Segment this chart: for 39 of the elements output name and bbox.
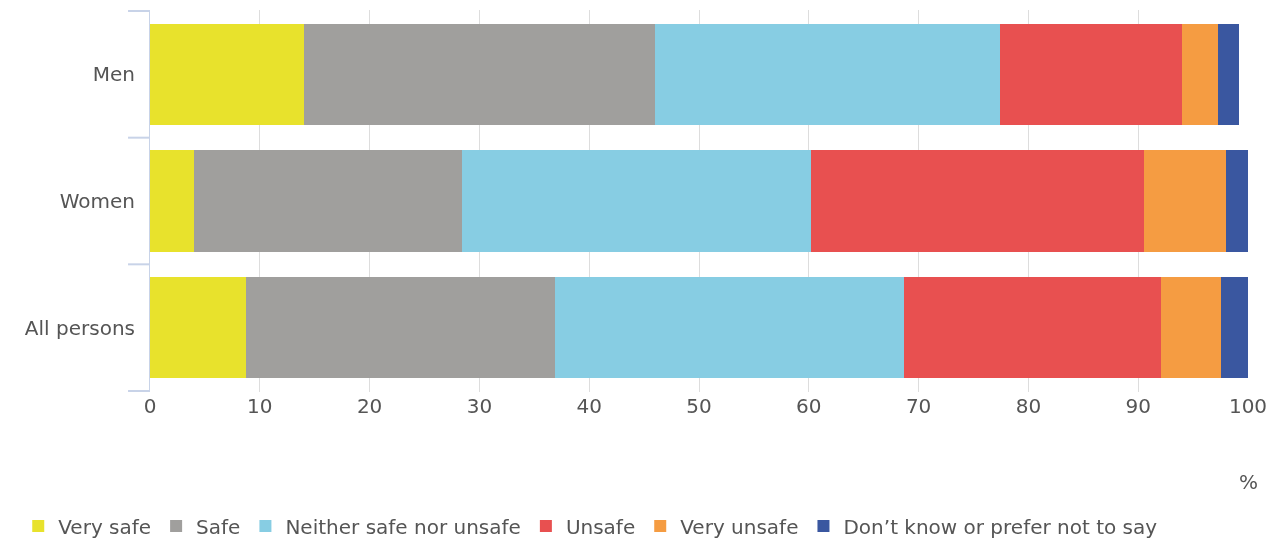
x-tick-label: 60 <box>796 394 822 418</box>
bar <box>1161 277 1221 379</box>
legend-label: Very unsafe <box>680 514 799 539</box>
x-tick-label: 100 <box>1228 394 1268 418</box>
x-tick-label: 90 <box>1125 394 1151 418</box>
legend-label: Neither safe nor unsafe <box>285 514 521 539</box>
bar <box>999 23 1183 125</box>
legend-label: Unsafe <box>565 514 636 539</box>
y-tick-label: All persons <box>24 315 135 340</box>
bar <box>1220 277 1248 379</box>
bar <box>811 150 1144 252</box>
x-tick-label: 50 <box>686 394 712 418</box>
x-axis-title: % <box>1239 470 1259 494</box>
bar <box>1226 150 1248 252</box>
legend-label: Very safe <box>58 514 152 539</box>
x-tick-label: 70 <box>905 394 932 418</box>
bar <box>461 150 811 252</box>
x-tick-label: 80 <box>1015 394 1042 418</box>
x-tick-label: 30 <box>466 394 493 418</box>
bar <box>1143 150 1227 252</box>
bar <box>150 150 194 252</box>
bar <box>904 277 1162 379</box>
bar <box>655 23 1000 125</box>
bar <box>150 277 246 379</box>
bar <box>555 277 905 379</box>
bar <box>150 23 304 125</box>
bar <box>245 277 556 379</box>
bar <box>1218 23 1240 125</box>
y-tick-label: Women <box>59 189 135 213</box>
legend-label: Don’t know or prefer not to say <box>843 514 1158 539</box>
x-tick-label: 0 <box>143 394 157 418</box>
bar <box>303 23 656 125</box>
legend-label: Safe <box>196 514 241 539</box>
y-tick-label: Men <box>92 62 135 87</box>
bar <box>193 150 462 252</box>
x-tick-label: 10 <box>247 394 273 418</box>
x-tick-label: 20 <box>356 394 383 418</box>
x-tick-label: 40 <box>576 394 602 418</box>
bar <box>1182 23 1219 125</box>
